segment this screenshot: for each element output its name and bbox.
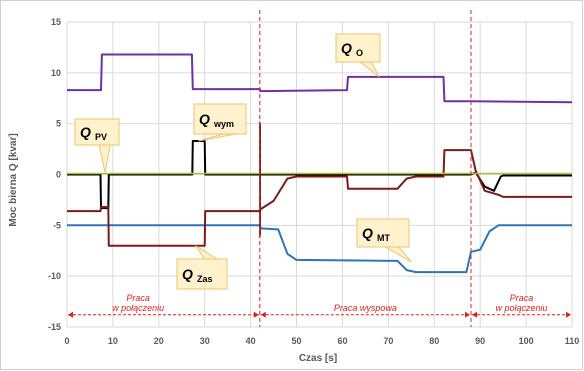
- y-tick-label: 0: [56, 170, 61, 180]
- series-line: [67, 140, 572, 210]
- x-tick-label: 30: [200, 336, 210, 346]
- series-line: [67, 53, 573, 104]
- y-tick-label: 5: [56, 119, 61, 129]
- y-tick-label: 10: [51, 68, 61, 78]
- callout-label: Q: [341, 40, 352, 56]
- callout-box: [74, 118, 120, 146]
- x-tick-label: 10: [108, 336, 118, 346]
- region-label: Praca wyspowa: [334, 303, 397, 313]
- region-arrowhead: [253, 311, 259, 318]
- tick-labels: -15 -10 -5 0 5 10 15 0 10 20 30 40 50 60 70 80 90 100 110: [48, 17, 579, 346]
- callout-subscript: wym: [213, 119, 234, 129]
- x-tick-label: 0: [64, 336, 69, 346]
- callout-subscript: PV: [95, 132, 107, 142]
- callout-subscript: O: [356, 48, 363, 58]
- x-axis-title: Czas [s]: [299, 353, 337, 364]
- callout-pointer: [98, 144, 111, 173]
- x-tick-label: 110: [565, 336, 580, 346]
- callout-box: [193, 103, 247, 135]
- region-label: w połączeniu: [495, 303, 547, 313]
- callout-subscript: MT: [377, 233, 390, 243]
- callout-subscript: Zas: [197, 274, 213, 284]
- callout-box: [335, 33, 381, 63]
- x-tick-label: 80: [429, 336, 439, 346]
- x-tick-label: 20: [154, 336, 164, 346]
- y-tick-label: -10: [48, 271, 61, 281]
- region-label: Praca: [510, 293, 534, 303]
- y-tick-label: -15: [48, 322, 61, 332]
- event-lines: [259, 10, 472, 327]
- x-tick-label: 40: [246, 336, 256, 346]
- x-tick-label: 60: [337, 336, 347, 346]
- region-arrowhead: [68, 311, 73, 318]
- callout-pointer: [198, 133, 236, 142]
- region-arrowhead: [472, 311, 477, 318]
- callout-box: [356, 218, 410, 248]
- y-axis-title: Moc bierna Q [kvar]: [8, 133, 19, 226]
- region-arrowhead: [465, 311, 470, 318]
- y-tick-label: 15: [51, 17, 61, 27]
- x-tick-label: 90: [475, 336, 485, 346]
- callout-pointer: [383, 246, 412, 263]
- series-layer: [67, 53, 573, 274]
- region-arrowhead: [566, 311, 571, 318]
- x-tick-label: 100: [519, 336, 534, 346]
- region-label: Praca: [126, 293, 150, 303]
- region-arrowhead: [260, 311, 266, 318]
- series-line: [67, 149, 572, 247]
- callout-label: Q: [199, 111, 210, 127]
- callout-label: Q: [362, 225, 373, 241]
- series-line: [67, 224, 572, 274]
- region-label: w połączeniu: [112, 303, 164, 313]
- x-tick-label: 70: [383, 336, 393, 346]
- callout-pointer: [358, 61, 380, 78]
- callout-pointer: [195, 245, 219, 260]
- x-tick-label: 50: [292, 336, 302, 346]
- callout-label: Q: [182, 266, 193, 282]
- callout-label: Q: [80, 124, 91, 140]
- callout-box: [176, 258, 228, 290]
- y-tick-label: -5: [53, 220, 61, 230]
